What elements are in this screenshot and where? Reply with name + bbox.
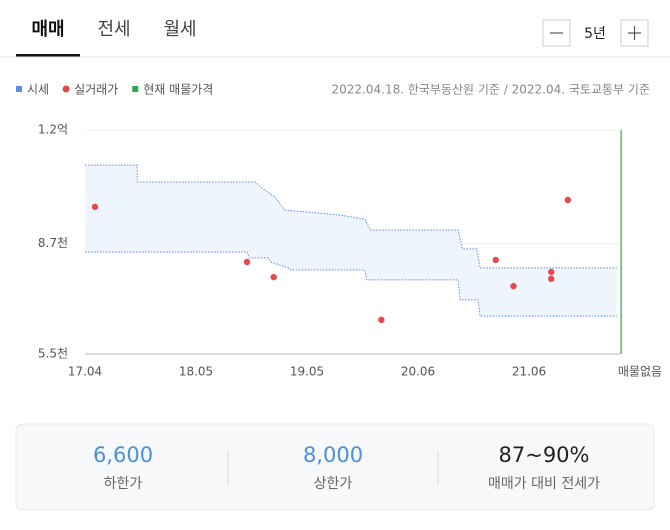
transaction-point (243, 258, 251, 266)
band-upper (85, 164, 617, 269)
minus-button[interactable] (542, 19, 571, 47)
stat-value: 8,000 (303, 443, 363, 467)
legend-label: 현재 매물가격 (143, 83, 213, 97)
transaction-point (548, 268, 555, 276)
transaction-point (564, 196, 572, 204)
legend-label: 시세 (27, 83, 49, 97)
tab[interactable]: 매매 (31, 19, 64, 40)
x-tick-label: 19.05 (290, 365, 324, 379)
legend-swatch (62, 85, 70, 93)
source-note: 2022.04.18. 한국부동산원 기준 / 2022.04. 국토교통부 기… (332, 83, 651, 97)
period: 5년 (584, 26, 606, 42)
tab[interactable]: 월세 (163, 19, 196, 40)
stat-label: 하한가 (104, 476, 143, 492)
legend-label: 실거래가 (74, 83, 118, 97)
stat-value: 6,600 (93, 443, 153, 467)
transaction-point (270, 273, 277, 281)
y-tick-label: 5.5천 (38, 346, 68, 361)
y-tick-label: 1.2억 (38, 123, 68, 137)
legend-swatch (132, 86, 139, 92)
tab-underline (16, 54, 80, 57)
x-tick-label: 21.06 (512, 365, 546, 379)
y-tick-label: 8.7천 (38, 235, 68, 250)
x-tick-label: 20.06 (401, 365, 435, 379)
transaction-point (510, 282, 517, 290)
stat-label: 상한가 (314, 476, 353, 492)
tab[interactable]: 전세 (97, 19, 130, 40)
stat-value: 87~90% (499, 443, 590, 467)
legend-swatch (16, 86, 22, 92)
x-tick-label: 매물없음 (618, 365, 662, 379)
transaction-point (378, 316, 385, 324)
x-tick-label: 18.05 (179, 365, 213, 379)
band-fill (85, 165, 617, 317)
transaction-point (548, 275, 555, 283)
transaction-point (91, 203, 99, 211)
stats-card (15, 423, 655, 511)
stat-label: 매매가 대비 전세가 (488, 476, 600, 492)
x-tick-label: 17.04 (68, 365, 102, 379)
band-lower (85, 251, 617, 317)
transaction-point (492, 256, 499, 264)
